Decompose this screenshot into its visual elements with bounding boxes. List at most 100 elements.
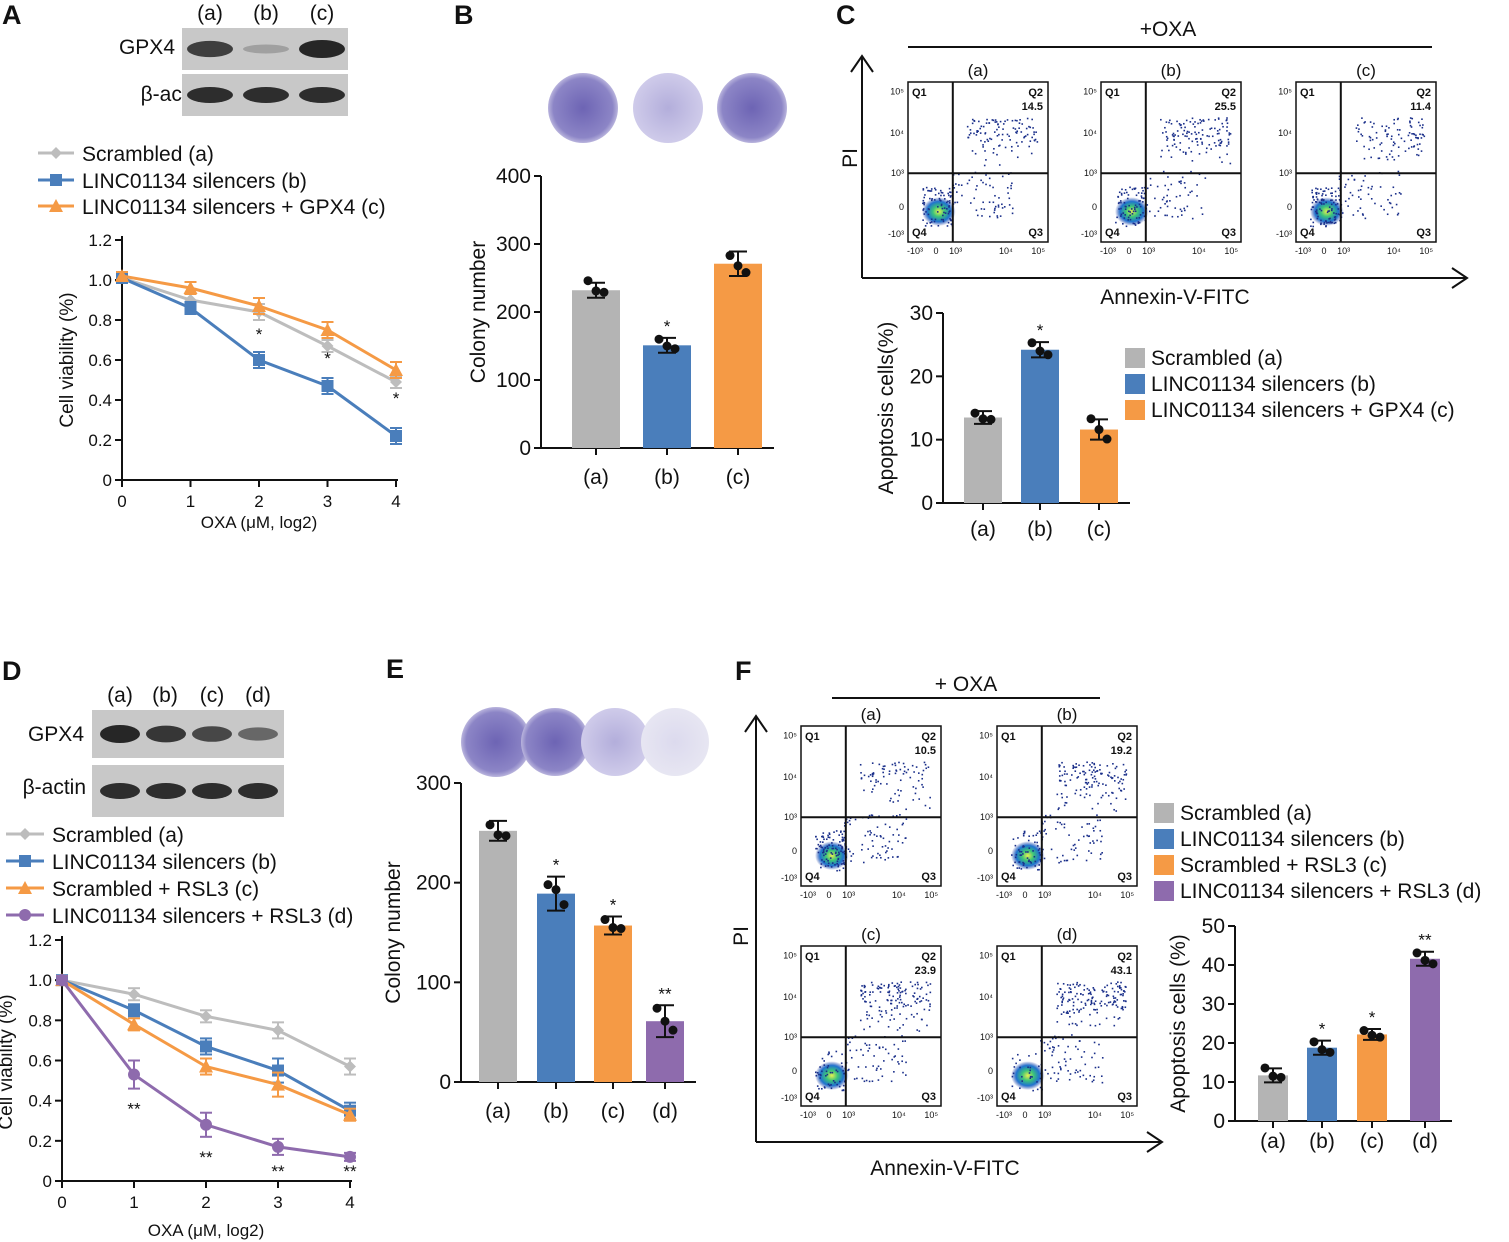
event-dot [1133, 206, 1136, 209]
event-dot [1200, 138, 1202, 140]
y-tick-label: 0 [988, 1066, 993, 1076]
event-dot [834, 1081, 836, 1084]
event-dot [1083, 984, 1086, 987]
event-dot [1074, 792, 1077, 795]
event-dot [1134, 224, 1137, 226]
event-dot [1039, 1077, 1042, 1080]
event-dot [949, 210, 951, 212]
event-dot [827, 1053, 830, 1056]
event-dot [1089, 764, 1091, 766]
event-dot [911, 985, 914, 988]
event-dot [1118, 1017, 1121, 1019]
event-dot [998, 145, 1000, 147]
event-dot [891, 1058, 893, 1061]
data-point [551, 885, 561, 895]
y-tick-label: 0 [899, 202, 904, 212]
event-dot [836, 862, 838, 865]
event-dot [986, 118, 988, 121]
event-dot [973, 197, 976, 200]
event-dot [982, 181, 984, 184]
event-dot [930, 225, 933, 227]
event-dot [975, 209, 978, 212]
event-dot [940, 203, 943, 206]
plot-label: (c) [1356, 61, 1376, 80]
event-dot [905, 988, 907, 991]
event-dot [1118, 986, 1121, 988]
event-dot [1032, 1089, 1034, 1092]
event-dot [1069, 984, 1072, 986]
event-dot [1065, 784, 1068, 787]
event-dot [976, 130, 978, 132]
event-dot [1329, 220, 1332, 223]
event-dot [1091, 762, 1094, 764]
event-dot [828, 832, 831, 834]
event-dot [975, 188, 977, 191]
event-dot [1123, 217, 1126, 219]
event-dot [892, 856, 894, 858]
event-dot [1034, 865, 1036, 867]
event-dot [1189, 191, 1191, 194]
event-dot [1191, 160, 1194, 162]
event-dot [1079, 794, 1082, 797]
event-dot [1162, 170, 1165, 173]
event-dot [1171, 215, 1174, 218]
y-axis-title: Colony number [467, 241, 490, 383]
event-dot [1098, 1023, 1101, 1026]
event-dot [1317, 215, 1319, 218]
bar [643, 345, 691, 448]
event-dot [1074, 843, 1076, 846]
event-dot [1160, 118, 1162, 121]
event-dot [980, 208, 983, 210]
event-dot [899, 991, 902, 994]
event-dot [1089, 1074, 1091, 1077]
event-dot [1105, 792, 1107, 794]
event-dot [820, 863, 823, 865]
event-dot [1390, 135, 1393, 138]
event-dot [1020, 854, 1023, 856]
actin-band [238, 783, 278, 799]
data-point [654, 334, 664, 344]
event-dot [992, 119, 995, 122]
event-dot [1189, 121, 1192, 123]
treatment-label: + OXA [935, 673, 997, 696]
event-dot [836, 869, 838, 872]
event-dot [1190, 133, 1193, 135]
x-tick-label: 4 [391, 492, 400, 511]
event-dot [1087, 992, 1090, 995]
x-tick-label: 0 [1126, 246, 1131, 256]
event-dot [1133, 222, 1136, 225]
event-dot [1192, 123, 1195, 125]
event-dot [1018, 127, 1020, 130]
event-dot [1321, 198, 1324, 201]
colony-plate [633, 73, 703, 143]
event-dot [1121, 1006, 1124, 1009]
event-dot [1022, 853, 1024, 855]
event-dot [1334, 221, 1337, 224]
event-dot [998, 197, 1000, 199]
event-dot [1169, 200, 1171, 202]
event-dot [984, 132, 987, 135]
event-dot [1132, 210, 1135, 213]
event-dot [1191, 217, 1194, 220]
event-dot [1075, 763, 1078, 765]
event-dot [1093, 762, 1095, 765]
event-dot [879, 782, 882, 785]
event-dot [1321, 194, 1323, 197]
y-axis-title: Apoptosis cells(%) [875, 322, 898, 495]
event-dot [1334, 216, 1337, 218]
event-dot [1124, 208, 1127, 211]
event-dot [1226, 126, 1228, 128]
x-tick-label: (a) [485, 1100, 511, 1123]
event-dot [1154, 197, 1156, 200]
event-dot [1320, 199, 1323, 202]
x-tick-label: 10⁴ [1387, 246, 1401, 256]
event-dot [867, 775, 870, 778]
event-dot [1316, 188, 1319, 190]
event-dot [1080, 993, 1082, 995]
event-dot [1332, 201, 1335, 204]
event-dot [881, 767, 884, 770]
event-dot [827, 1065, 830, 1067]
event-dot [1415, 134, 1417, 137]
event-dot [1385, 125, 1388, 128]
gpx4-band [100, 725, 140, 743]
